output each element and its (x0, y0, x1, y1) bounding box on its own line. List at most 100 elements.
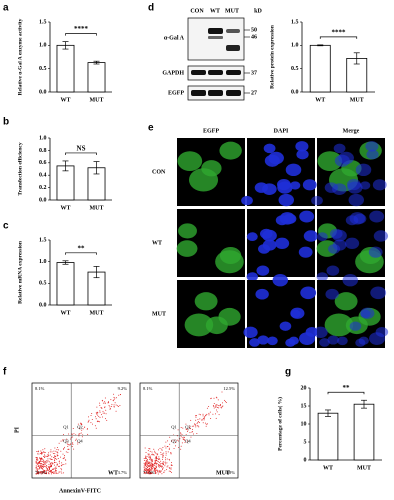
event-dot (218, 407, 220, 409)
event-dot (51, 459, 53, 461)
marker-label: 37 (251, 70, 257, 76)
event-dot (189, 425, 191, 427)
event-dot (53, 471, 55, 473)
event-dot (105, 409, 107, 411)
event-dot (144, 467, 146, 469)
event-dot (213, 405, 215, 407)
event-dot (37, 459, 39, 461)
panel-letter: b (3, 117, 9, 128)
event-dot (43, 465, 45, 467)
band (208, 36, 223, 39)
nucleus (333, 143, 346, 154)
event-dot (196, 415, 198, 417)
event-dot (213, 403, 215, 405)
flow-plot (31, 382, 131, 479)
event-dot (88, 420, 90, 422)
event-dot (56, 448, 58, 450)
panel-letter: e (148, 123, 154, 134)
marker-label: 46 (251, 34, 257, 40)
event-dot (143, 463, 145, 465)
event-dot (60, 440, 62, 442)
event-dot (160, 471, 162, 473)
event-dot (72, 427, 74, 429)
event-dot (162, 454, 164, 456)
event-dot (182, 427, 184, 429)
error-bar (62, 160, 69, 172)
event-dot (113, 406, 115, 408)
event-dot (198, 413, 200, 415)
event-dot (44, 463, 46, 465)
lane-label: MUT (225, 8, 239, 14)
flow-x-label: AnnexinV-FITC (59, 488, 101, 494)
event-dot (42, 459, 44, 461)
event-dot (144, 473, 146, 475)
event-dot (220, 407, 222, 409)
flow-y-label: PI (14, 426, 20, 433)
event-dot (43, 460, 45, 462)
event-dot (153, 448, 155, 450)
event-dot (78, 427, 80, 429)
event-dot (90, 415, 92, 417)
significance-label: ** (343, 384, 351, 392)
event-dot (39, 458, 41, 460)
event-dot (155, 459, 157, 461)
event-dot (222, 405, 224, 407)
event-dot (143, 472, 145, 474)
event-dot (42, 465, 44, 467)
event-dot (67, 448, 69, 450)
event-dot (36, 450, 38, 452)
event-dot (149, 471, 151, 473)
panel-letter: c (3, 221, 9, 232)
event-dot (54, 460, 56, 462)
quadrant-label: Q3 (63, 438, 69, 443)
y-axis-label: Relative mRNA expression (17, 241, 23, 304)
event-dot (186, 440, 188, 442)
event-dot (45, 466, 47, 468)
event-dot (196, 433, 198, 435)
event-dot (55, 457, 57, 459)
event-dot (166, 466, 168, 468)
event-dot (77, 441, 79, 443)
event-dot (185, 423, 187, 425)
event-dot (102, 410, 104, 412)
quadrant-label: Q2 (185, 424, 191, 429)
event-dot (152, 466, 154, 468)
event-dot (157, 465, 159, 467)
event-dot (97, 420, 99, 422)
event-dot (154, 452, 156, 454)
event-dot (213, 407, 215, 409)
event-dot (64, 455, 66, 457)
nucleus (263, 143, 276, 154)
event-dot (183, 437, 185, 439)
error-bar (325, 409, 331, 417)
event-dot (52, 469, 54, 471)
error-bar (353, 52, 360, 65)
event-dot (43, 457, 45, 459)
x-tick-label: MUT (350, 97, 364, 103)
event-dot (46, 459, 48, 461)
significance-label: **** (74, 25, 89, 33)
event-dot (41, 452, 43, 454)
event-dot (224, 400, 226, 402)
event-dot (54, 456, 56, 458)
event-dot (179, 438, 181, 440)
event-dot (164, 461, 166, 463)
event-dot (66, 443, 68, 445)
event-dot (215, 406, 217, 408)
event-dot (86, 428, 88, 430)
nucleus (300, 286, 317, 300)
event-dot (204, 416, 206, 418)
event-dot (159, 471, 161, 473)
event-dot (35, 473, 37, 475)
event-dot (36, 469, 38, 471)
event-dot (80, 432, 82, 434)
y-tick-label: 10 (301, 421, 307, 427)
event-dot (167, 440, 169, 442)
event-dot (221, 391, 223, 393)
event-dot (35, 461, 37, 463)
event-dot (68, 448, 70, 450)
event-dot (150, 458, 152, 460)
panel-letter: a (3, 3, 9, 14)
nucleus (272, 274, 289, 287)
event-dot (38, 473, 40, 475)
